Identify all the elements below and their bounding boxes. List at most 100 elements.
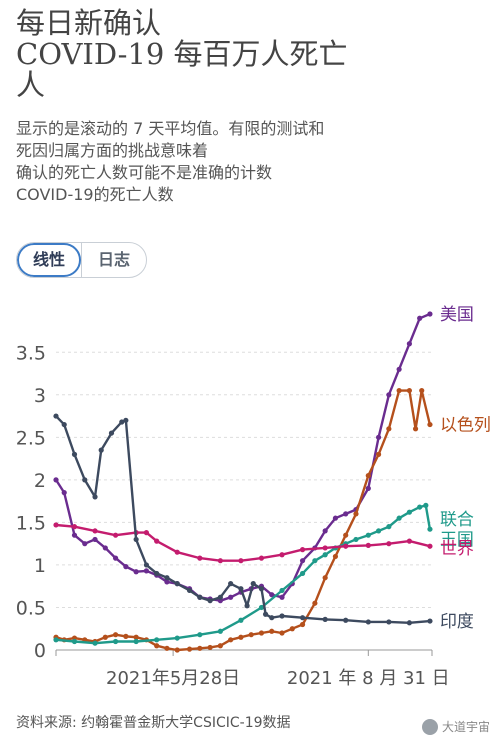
data-point [332,553,339,560]
data-point [279,587,285,594]
data-point [258,630,265,636]
data-point [217,558,223,564]
data-point [174,549,180,555]
data-point [133,569,139,575]
data-point [279,594,285,600]
data-point [174,647,180,653]
data-point [365,542,371,548]
data-point [322,545,328,551]
data-point [119,419,125,425]
data-point [386,541,392,547]
data-point [82,477,88,483]
data-point [375,451,382,457]
subtitle-line-4: COVID-19的死亡人数 [16,185,174,204]
data-point [269,628,275,634]
data-point [108,430,115,436]
watermark-text: 大道宇宙 [441,720,490,734]
data-point [112,555,119,561]
data-point [322,528,328,534]
data-point [154,643,160,649]
data-point [299,621,306,628]
watermark: 大道宇宙 [421,718,490,735]
data-point [386,392,392,398]
data-point [343,532,349,538]
data-point [154,570,160,577]
data-point [427,618,433,624]
data-point [299,547,306,553]
data-point [133,634,139,640]
data-point [164,645,170,651]
data-point [406,387,412,394]
data-point [112,532,119,538]
title-line-1: 每日新确认 [16,6,162,40]
data-point [250,581,256,587]
data-point [427,543,433,549]
scale-toggle: 线性 日志 [16,242,148,278]
series-label: 联合 [440,510,474,530]
data-point [353,511,359,517]
line-chart: 0 0.5 1 1.5 2 2.5 3 3.5 2021年5月28日 2021 年 8 月 31 … [16,305,491,689]
log-scale-button[interactable]: 日志 [81,243,146,277]
data-point [92,494,98,500]
data-point [343,543,349,549]
wechat-icon [421,718,438,735]
data-point [238,617,244,623]
data-point [365,485,371,491]
series-line [55,415,430,624]
data-point [365,532,371,538]
series-label: 以色列 [440,416,491,436]
data-point [228,637,234,643]
data-point [143,562,150,568]
data-point [332,515,339,521]
data-point [375,528,382,534]
series-line [55,523,431,562]
data-point [258,586,265,592]
data-point [92,640,98,646]
data-point [312,600,318,606]
data-point [207,598,213,604]
data-point [365,473,371,479]
y-tick-label: 2 [34,470,46,492]
data-point [53,522,59,528]
data-point [238,558,244,564]
data-point [427,311,433,317]
data-point [71,638,78,645]
data-point [343,617,349,623]
data-point [423,502,429,508]
y-tick-label: 0.5 [16,597,46,619]
data-point [186,646,193,652]
data-point [228,594,234,600]
chart-title: 每日新确认 COVID-19 每百万人死亡 人 [16,8,356,101]
data-point [279,630,285,636]
data-point [299,615,306,621]
data-point [322,552,328,558]
data-point [71,524,78,530]
data-point [154,637,160,643]
linear-scale-button[interactable]: 线性 [17,243,82,277]
chart-subtitle: 显示的是滚动的 7 天平均值。有限的测试和 死因归属方面的挑战意味着 确认的死亡… [16,118,486,206]
series-label: 印度 [440,612,474,632]
data-point [279,552,285,558]
data-point [154,538,160,544]
data-point [386,524,392,530]
series-label: 王国 [440,530,474,550]
data-point [396,387,402,394]
data-point [174,635,180,641]
data-point [71,532,78,538]
data-point [164,575,170,581]
data-point [238,634,244,640]
data-point [248,632,254,638]
series-label: 世界 [440,539,474,559]
data-point [102,545,108,551]
data-point [258,555,265,561]
data-point [406,341,412,347]
y-tick-label: 1.5 [16,512,46,534]
data-point [92,528,98,534]
data-point [396,366,402,372]
data-point [53,637,59,643]
data-point [375,434,382,440]
data-point [53,477,59,483]
data-point [217,594,223,600]
data-point [123,633,129,639]
data-point [133,638,139,645]
